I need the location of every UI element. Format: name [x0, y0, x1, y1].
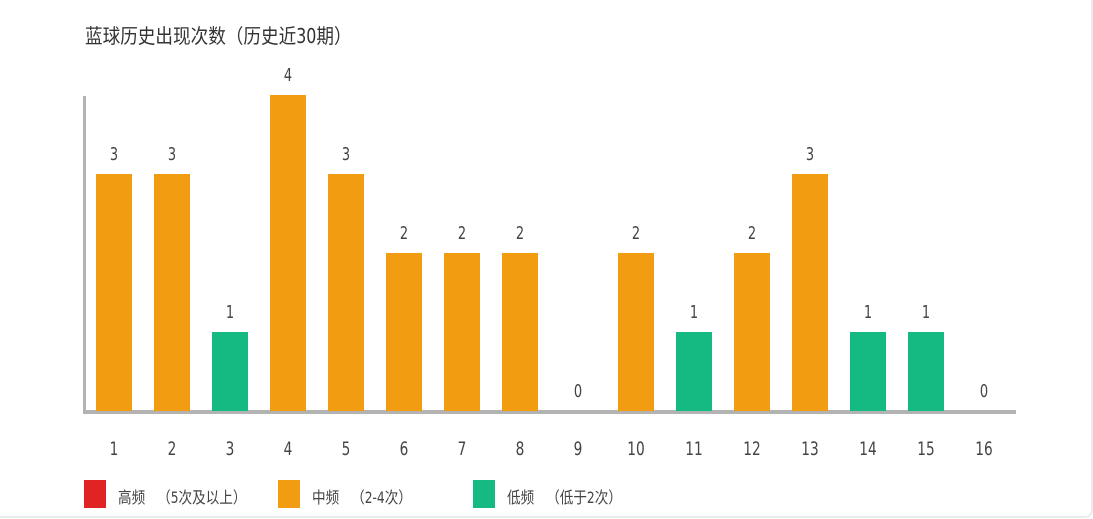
x-tick-label: 5 [341, 438, 351, 460]
legend-label-mid: 中频 （2-4次） [312, 488, 412, 507]
bar-value-label: 4 [283, 65, 293, 86]
bar-4 [270, 95, 306, 411]
bar-value-label: 0 [573, 381, 583, 402]
bar-value-label: 2 [457, 223, 467, 244]
legend-swatch-mid [278, 480, 300, 508]
legend-label-low: 低频 （低于2次） [507, 488, 622, 507]
y-axis-line [83, 96, 86, 413]
x-tick-label: 2 [167, 438, 177, 460]
chart-title: 蓝球历史出现次数（历史近30期） [85, 24, 352, 48]
x-tick-label: 14 [859, 438, 877, 460]
x-tick-label: 1 [109, 438, 119, 460]
bar-value-label: 1 [225, 302, 235, 323]
bar-6 [386, 253, 422, 411]
bar-value-label: 2 [399, 223, 409, 244]
x-axis-line [83, 410, 1016, 414]
legend-swatch-low [473, 480, 495, 508]
x-tick-label: 8 [515, 438, 525, 460]
bar-1 [96, 174, 132, 411]
bar-value-label: 1 [689, 302, 699, 323]
bar-12 [734, 253, 770, 411]
x-tick-label: 11 [685, 438, 703, 460]
x-tick-label: 12 [743, 438, 761, 460]
bar-value-label: 2 [631, 223, 641, 244]
x-tick-label: 6 [399, 438, 409, 460]
bar-8 [502, 253, 538, 411]
bar-value-label: 1 [863, 302, 873, 323]
x-tick-label: 13 [801, 438, 819, 460]
x-tick-label: 3 [225, 438, 235, 460]
bar-3 [212, 332, 248, 411]
bar-13 [792, 174, 828, 411]
legend-swatch-high [84, 480, 106, 508]
x-tick-label: 4 [283, 438, 293, 460]
x-tick-label: 10 [627, 438, 645, 460]
bar-value-label: 2 [747, 223, 757, 244]
bar-value-label: 3 [167, 144, 177, 165]
bar-value-label: 3 [109, 144, 119, 165]
bar-value-label: 2 [515, 223, 525, 244]
x-tick-label: 7 [457, 438, 467, 460]
bar-value-label: 1 [921, 302, 931, 323]
bar-10 [618, 253, 654, 411]
legend-label-high: 高频 （5次及以上） [118, 488, 247, 507]
x-tick-label: 15 [917, 438, 935, 460]
bar-7 [444, 253, 480, 411]
bar-value-label: 3 [341, 144, 351, 165]
bar-2 [154, 174, 190, 411]
x-tick-label: 9 [573, 438, 583, 460]
bar-11 [676, 332, 712, 411]
bar-5 [328, 174, 364, 411]
bar-value-label: 3 [805, 144, 815, 165]
bar-value-label: 0 [979, 381, 989, 402]
x-tick-label: 16 [975, 438, 993, 460]
bar-15 [908, 332, 944, 411]
bar-14 [850, 332, 886, 411]
